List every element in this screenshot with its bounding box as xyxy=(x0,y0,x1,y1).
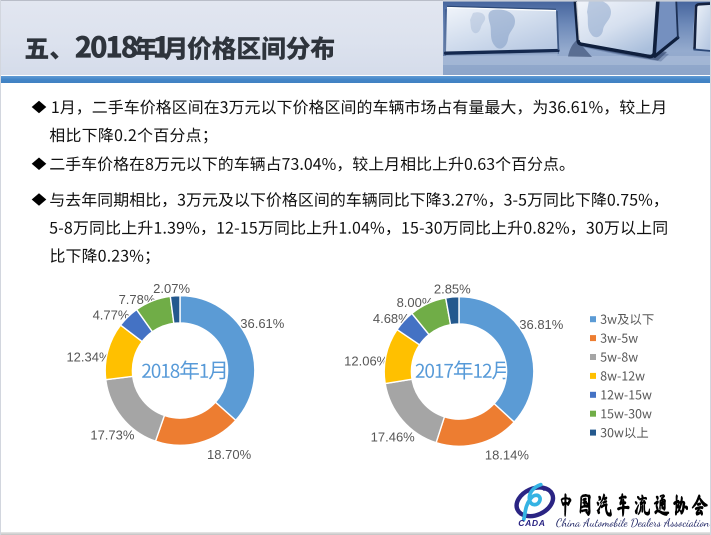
svg-text:12.34%: 12.34% xyxy=(66,349,111,364)
svg-text:36.61%: 36.61% xyxy=(240,316,285,331)
svg-text:17.73%: 17.73% xyxy=(90,427,135,442)
svg-text:18.70%: 18.70% xyxy=(207,447,252,462)
svg-text:17.46%: 17.46% xyxy=(371,430,416,445)
svg-text:4.77%: 4.77% xyxy=(93,308,130,323)
svg-text:2.07%: 2.07% xyxy=(153,281,190,296)
svg-text:4.68%: 4.68% xyxy=(373,311,410,326)
svg-text:CADA: CADA xyxy=(518,518,545,528)
svg-text:18.14%: 18.14% xyxy=(485,447,530,462)
svg-text:12.06%: 12.06% xyxy=(344,353,389,368)
svg-text:36.81%: 36.81% xyxy=(519,317,564,332)
svg-text:2.85%: 2.85% xyxy=(434,282,471,297)
